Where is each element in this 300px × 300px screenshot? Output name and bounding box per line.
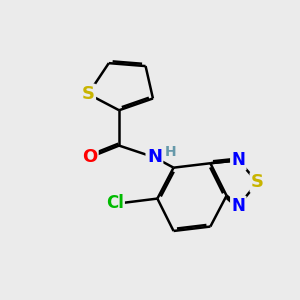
Text: N: N: [231, 197, 245, 215]
Text: S: S: [82, 85, 95, 103]
Text: Cl: Cl: [106, 194, 124, 212]
Text: N: N: [147, 148, 162, 166]
Text: O: O: [82, 148, 97, 166]
Text: N: N: [231, 151, 245, 169]
Text: H: H: [165, 145, 176, 159]
Text: S: S: [251, 173, 264, 191]
